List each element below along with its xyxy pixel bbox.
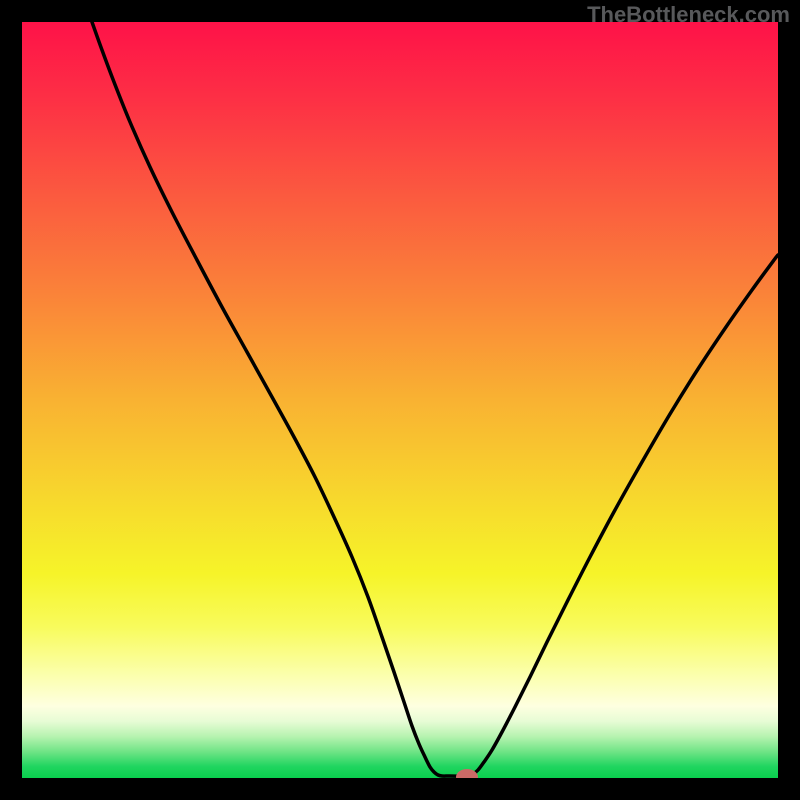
outer-border <box>0 0 800 800</box>
watermark-text: TheBottleneck.com <box>587 2 790 28</box>
chart-container: TheBottleneck.com <box>0 0 800 800</box>
